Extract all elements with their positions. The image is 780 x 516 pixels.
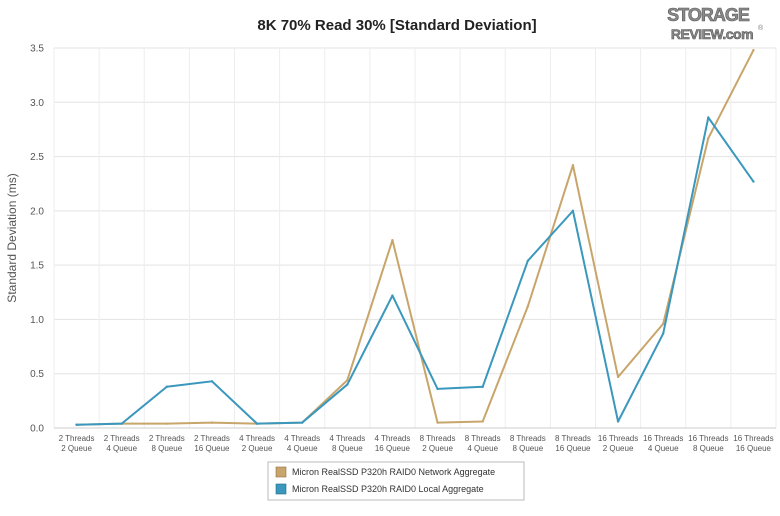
chart-title: 8K 70% Read 30% [Standard Deviation] bbox=[257, 17, 536, 34]
x-tick-label: 8 Threads bbox=[420, 434, 456, 443]
logo-line-1: STORAGE bbox=[667, 5, 750, 25]
x-tick-label: 2 Threads bbox=[104, 434, 140, 443]
data-point bbox=[752, 48, 755, 52]
legend-swatch-local-aggregate bbox=[275, 483, 287, 495]
x-tick-label: 4 Queue bbox=[648, 444, 679, 453]
x-tick-label: 8 Queue bbox=[512, 444, 543, 453]
data-point bbox=[707, 136, 710, 140]
x-tick-label: 16 Threads bbox=[733, 434, 773, 443]
data-point bbox=[391, 238, 394, 242]
x-tick-label: 2 Queue bbox=[61, 444, 92, 453]
x-tick-label: 2 Queue bbox=[242, 444, 273, 453]
logo-line-2: REVIEW.com bbox=[671, 26, 753, 42]
legend-swatch-network-aggregate bbox=[275, 466, 287, 478]
data-point bbox=[616, 375, 620, 379]
y-tick-label: 2.0 bbox=[30, 206, 44, 217]
data-point bbox=[616, 420, 620, 423]
y-axis-tick-labels: 0.0 0.5 1.0 1.5 2.0 2.5 3.0 3.5 bbox=[30, 44, 44, 435]
data-point bbox=[75, 423, 78, 426]
x-tick-label: 8 Queue bbox=[332, 444, 363, 453]
series-line-local-aggregate bbox=[75, 116, 755, 426]
legend-box bbox=[267, 461, 525, 501]
data-point bbox=[210, 421, 214, 424]
vertical-gridlines bbox=[53, 48, 777, 428]
data-point bbox=[210, 380, 214, 383]
data-point bbox=[436, 387, 439, 391]
x-tick-label: 16 Queue bbox=[736, 444, 772, 453]
data-point bbox=[346, 383, 349, 386]
data-point bbox=[255, 422, 259, 425]
data-point bbox=[526, 259, 530, 262]
x-tick-label: 16 Queue bbox=[555, 444, 591, 453]
x-tick-label: 8 Queue bbox=[151, 444, 182, 453]
x-tick-label: 2 Queue bbox=[422, 444, 453, 453]
data-point bbox=[707, 116, 710, 119]
x-tick-label: 2 Threads bbox=[59, 434, 95, 443]
x-tick-label: 8 Threads bbox=[555, 434, 591, 443]
data-point bbox=[571, 209, 575, 213]
x-tick-label: 8 Threads bbox=[465, 434, 501, 443]
y-tick-label: 3.5 bbox=[30, 44, 44, 55]
x-tick-label: 16 Queue bbox=[194, 444, 230, 453]
x-tick-label: 4 Queue bbox=[287, 444, 318, 453]
data-point bbox=[481, 385, 484, 388]
x-tick-label: 16 Threads bbox=[598, 434, 638, 443]
x-tick-label: 4 Threads bbox=[239, 434, 275, 443]
y-tick-label: 1.5 bbox=[30, 261, 44, 272]
x-tick-label: 4 Queue bbox=[467, 444, 498, 453]
data-point bbox=[120, 422, 123, 425]
x-tick-label: 2 Threads bbox=[149, 434, 185, 443]
legend: Micron RealSSD P320h RAID0 Network Aggre… bbox=[267, 461, 525, 501]
data-point bbox=[481, 420, 484, 423]
x-tick-label: 4 Queue bbox=[106, 444, 137, 453]
y-tick-label: 2.5 bbox=[30, 152, 44, 163]
y-tick-label: 0.5 bbox=[30, 369, 44, 380]
series-layer bbox=[75, 48, 755, 426]
data-point bbox=[300, 421, 304, 424]
data-point bbox=[571, 164, 575, 167]
storagereview-logo: STORAGE REVIEW.com ® bbox=[667, 5, 764, 43]
x-tick-label: 8 Queue bbox=[693, 444, 724, 453]
y-axis-label: Standard Deviation (ms) bbox=[5, 173, 19, 302]
data-point bbox=[391, 294, 394, 297]
data-point bbox=[526, 305, 530, 308]
series-line-network-aggregate bbox=[75, 49, 755, 426]
logo-registered-mark: ® bbox=[758, 24, 764, 32]
data-point bbox=[436, 421, 439, 424]
data-point bbox=[661, 322, 665, 325]
x-tick-label: 2 Threads bbox=[194, 434, 230, 443]
data-point bbox=[661, 332, 665, 335]
x-tick-label: 2 Queue bbox=[603, 444, 634, 453]
legend-label-local-aggregate: Micron RealSSD P320h RAID0 Local Aggrega… bbox=[292, 484, 484, 494]
x-tick-label: 4 Threads bbox=[284, 434, 320, 443]
x-tick-label: 16 Threads bbox=[643, 434, 683, 443]
x-tick-label: 4 Threads bbox=[375, 434, 411, 443]
y-tick-label: 3.0 bbox=[30, 98, 44, 109]
data-point bbox=[165, 385, 169, 388]
legend-label-network-aggregate: Micron RealSSD P320h RAID0 Network Aggre… bbox=[292, 467, 495, 477]
x-tick-label: 16 Queue bbox=[375, 444, 411, 453]
data-point bbox=[346, 379, 349, 382]
y-tick-label: 1.0 bbox=[30, 315, 44, 326]
data-point bbox=[752, 180, 755, 183]
x-tick-label: 8 Threads bbox=[510, 434, 546, 443]
y-tick-label: 0.0 bbox=[30, 424, 44, 435]
x-tick-label: 16 Threads bbox=[688, 434, 728, 443]
x-tick-label: 4 Threads bbox=[329, 434, 365, 443]
data-point bbox=[165, 422, 169, 425]
